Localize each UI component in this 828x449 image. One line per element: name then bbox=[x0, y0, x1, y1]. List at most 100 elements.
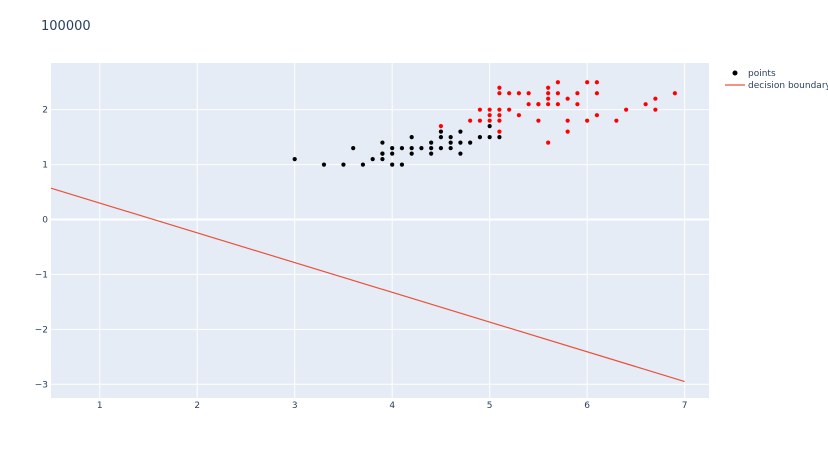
red-point-marker bbox=[536, 102, 541, 107]
x-tick-label: 6 bbox=[584, 401, 590, 411]
x-tick-label: 7 bbox=[682, 401, 688, 411]
point-marker bbox=[390, 162, 395, 167]
point-marker bbox=[497, 135, 502, 140]
red-point-marker bbox=[487, 107, 492, 112]
x-tick-label: 3 bbox=[292, 401, 298, 411]
point-marker bbox=[487, 135, 492, 140]
point-marker bbox=[370, 157, 375, 162]
point-marker bbox=[380, 140, 385, 145]
red-point-marker bbox=[585, 118, 590, 123]
red-point-marker bbox=[575, 91, 580, 96]
red-point-marker bbox=[643, 102, 648, 107]
red-point-marker bbox=[438, 124, 444, 129]
red-point-marker bbox=[526, 102, 531, 107]
x-tick-label: 2 bbox=[194, 401, 200, 411]
x-tick-label: 1 bbox=[97, 401, 103, 411]
point-marker bbox=[448, 135, 453, 140]
point-marker bbox=[409, 146, 414, 151]
legend-item[interactable]: decision boundary bbox=[725, 81, 828, 91]
point-marker bbox=[429, 140, 434, 145]
legend-item[interactable]: points bbox=[732, 69, 776, 79]
point-marker bbox=[429, 151, 434, 156]
point-marker bbox=[390, 146, 395, 151]
red-point-marker bbox=[497, 85, 502, 90]
red-point-marker bbox=[546, 140, 551, 145]
point-marker bbox=[390, 151, 395, 156]
red-point-marker bbox=[565, 118, 570, 123]
x-tick-label: 5 bbox=[487, 401, 493, 411]
red-point-marker bbox=[594, 91, 599, 96]
red-point-marker bbox=[594, 113, 599, 118]
red-point-marker bbox=[497, 107, 502, 112]
red-point-marker bbox=[546, 91, 551, 96]
red-point-marker bbox=[653, 96, 658, 101]
point-marker bbox=[438, 135, 444, 140]
x-tick-label: 4 bbox=[389, 401, 395, 411]
red-point-marker bbox=[507, 107, 512, 112]
red-point-marker bbox=[546, 85, 551, 90]
chart-title: 100000 bbox=[41, 19, 91, 34]
y-tick-label: 1 bbox=[42, 161, 48, 171]
y-tick-label: −1 bbox=[35, 270, 48, 280]
axis-ticks: 1 2 3 4 5 6 7 −3 −2 −1 0 1 2 bbox=[35, 106, 688, 411]
point-marker bbox=[292, 157, 297, 162]
red-point-marker bbox=[555, 80, 561, 85]
point-marker bbox=[399, 162, 405, 167]
point-marker bbox=[341, 162, 346, 167]
point-marker bbox=[477, 135, 483, 140]
point-marker bbox=[419, 146, 424, 151]
red-point-marker bbox=[497, 91, 502, 96]
point-marker bbox=[360, 162, 366, 167]
red-point-marker bbox=[507, 91, 512, 96]
red-point-marker bbox=[497, 113, 502, 118]
decision-boundary-line bbox=[50, 187, 685, 383]
red-point-marker bbox=[487, 118, 492, 123]
y-tick-label: −2 bbox=[35, 325, 48, 335]
red-point-marker bbox=[585, 80, 590, 85]
point-marker bbox=[438, 146, 444, 151]
red-point-marker bbox=[536, 118, 541, 123]
red-point-marker bbox=[497, 118, 502, 123]
y-tick-label: −3 bbox=[35, 380, 48, 390]
point-marker bbox=[380, 157, 385, 162]
red-point-marker bbox=[497, 129, 502, 134]
red-point-marker bbox=[546, 96, 551, 101]
red-point-marker bbox=[614, 118, 619, 123]
grid-lines bbox=[51, 63, 709, 398]
point-marker bbox=[409, 135, 414, 140]
point-marker bbox=[399, 146, 405, 151]
point-marker bbox=[380, 151, 385, 156]
plot-area bbox=[51, 63, 709, 398]
red-point-marker bbox=[653, 107, 658, 112]
point-marker bbox=[321, 162, 327, 167]
legend-marker-swatch bbox=[732, 70, 738, 76]
point-marker bbox=[458, 151, 463, 156]
red-point-marker bbox=[594, 80, 599, 85]
point-marker bbox=[438, 129, 444, 134]
point-marker bbox=[409, 151, 414, 156]
red-point-marker bbox=[565, 129, 570, 134]
red-point-marker bbox=[555, 102, 561, 107]
red-point-marker bbox=[555, 91, 561, 96]
red-point-marker bbox=[477, 107, 483, 112]
point-marker bbox=[429, 146, 434, 151]
red-point-marker bbox=[468, 118, 473, 123]
red-point-marker bbox=[624, 107, 629, 112]
red-point-marker bbox=[516, 113, 522, 118]
red-point-marker bbox=[487, 113, 492, 118]
red-point-marker bbox=[565, 96, 570, 101]
red-point-marker bbox=[477, 118, 483, 123]
point-marker bbox=[458, 140, 463, 145]
point-marker bbox=[487, 124, 492, 129]
red-point-marker bbox=[575, 102, 580, 107]
red-point-marker bbox=[516, 91, 522, 96]
point-marker bbox=[351, 146, 356, 151]
legend[interactable]: points decision boundary bbox=[725, 69, 828, 91]
red-point-marker bbox=[546, 102, 551, 107]
y-tick-label: 2 bbox=[42, 106, 48, 116]
point-marker bbox=[458, 129, 463, 134]
y-tick-label: 0 bbox=[42, 216, 48, 226]
point-marker bbox=[448, 146, 453, 151]
red-point-marker bbox=[526, 91, 531, 96]
